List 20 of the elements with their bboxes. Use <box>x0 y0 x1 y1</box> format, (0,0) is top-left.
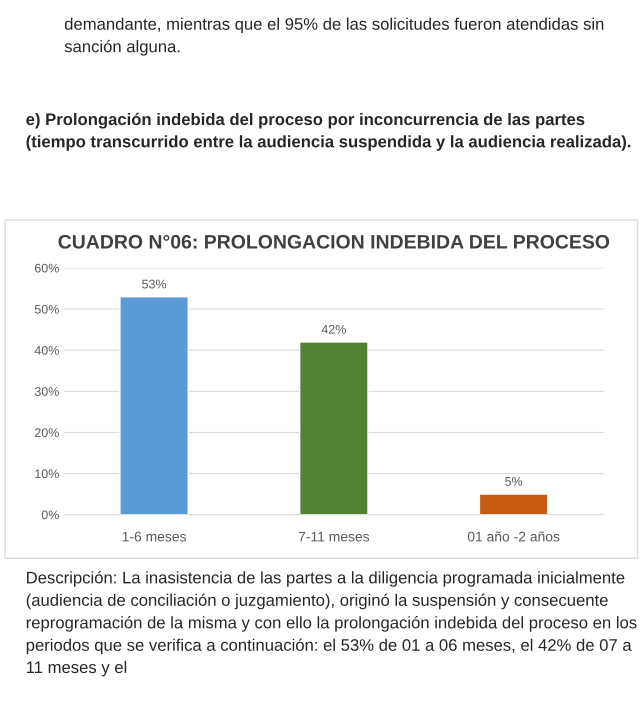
y-tick-label: 60% <box>34 264 59 273</box>
text: demandante, mientras que el 95% de las solicitudes fueron atendidas sin sanción alguna. <box>64 18 604 56</box>
y-tick-label: 0% <box>42 510 59 520</box>
data-label: 42% <box>322 324 346 334</box>
y-tick-label: 10% <box>35 469 59 478</box>
x-tick-label: 01 año -2 años <box>468 531 560 542</box>
y-tick-label: 40% <box>34 346 59 355</box>
x-tick-label: 7-11 meses <box>298 532 370 542</box>
y-tick-label: 30% <box>34 387 59 396</box>
chart-title: CUADRO N°06: PROLONGACION INDEBIDA DEL PROCESO <box>58 234 610 249</box>
text: Descripción: La inasistencia de las partes a la diligencia programada inicialmente (audiencia de conciliación o juzgamiento), originó la suspensión y consecuente reprogramación de la misma y con ello la prolongación indebida del proceso en los periodos que se verifica a continuación: el 53% de 01 a 06 meses, el 42% de 07 a 11 meses y el <box>26 571 637 676</box>
bar <box>298 341 369 515</box>
y-tick-label: 50% <box>34 304 59 314</box>
bar <box>119 296 189 515</box>
data-label: 53% <box>142 280 166 288</box>
x-tick-label: 1-6 meses <box>122 532 186 542</box>
text: e) Prolongación indebida del proceso por inconcurrencia de las partes (tiempo transcurrido entre la audiencia suspendida y la audiencia realizada). <box>26 112 630 151</box>
bar <box>478 493 548 515</box>
data-label: 5% <box>505 477 522 486</box>
y-tick-label: 20% <box>34 428 59 438</box>
